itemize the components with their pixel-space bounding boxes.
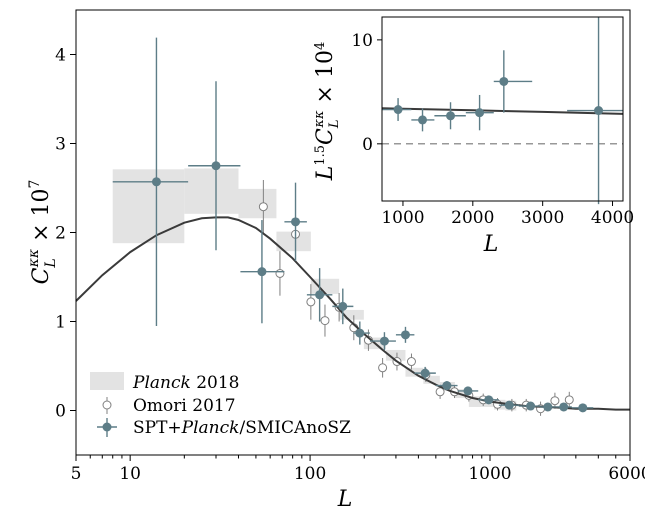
inset-spt-point xyxy=(446,111,455,120)
omori-point xyxy=(276,269,284,277)
y-tick-label: 3 xyxy=(55,135,66,155)
spt-point xyxy=(421,369,430,378)
spt-point xyxy=(526,402,535,411)
inset-spt-point xyxy=(475,108,484,117)
inset-y-ticks: 0 10 xyxy=(351,31,382,155)
inset-x-tick-label: 1000 xyxy=(381,208,424,228)
legend-spt-label: SPT+Planck/SMICAnoSZ xyxy=(133,418,351,438)
main-x-axis-label: L xyxy=(337,487,353,512)
omori-point xyxy=(407,358,415,366)
inset-spt-point xyxy=(594,106,603,115)
legend-omori-label: Omori 2017 xyxy=(133,396,236,416)
inset-y-axis-label: L1.5CLκκ × 104 xyxy=(312,42,342,182)
inset-x-ticks: 1000 2000 3000 4000 xyxy=(381,201,634,228)
y-tick-label: 4 xyxy=(55,46,66,66)
legend: Planck 2018 Omori 2017 SPT+Planck/SMICAn… xyxy=(90,372,351,438)
legend-omori-marker xyxy=(103,401,111,409)
inset-x-axis-label: L xyxy=(483,232,499,257)
inset-x-tick-label: 3000 xyxy=(521,208,564,228)
main-y-ticks: 0 1 2 3 4 xyxy=(55,46,76,422)
planck-2018-box xyxy=(184,168,238,213)
inset-x-tick-label: 4000 xyxy=(591,208,634,228)
inset-spt-point xyxy=(394,105,403,114)
spt-point xyxy=(559,402,568,411)
y-tick-label: 1 xyxy=(55,313,66,333)
spt-point xyxy=(463,386,472,395)
planck-2018-box xyxy=(113,169,185,243)
spt-point xyxy=(401,330,410,339)
x-tick-label: 5 xyxy=(71,464,82,484)
inset-y-tick-label: 10 xyxy=(351,31,373,51)
omori-point xyxy=(565,396,573,404)
y-tick-label: 2 xyxy=(55,224,66,244)
x-tick-label: 100 xyxy=(294,464,326,484)
omori-point xyxy=(307,298,315,306)
legend-planck-label: Planck 2018 xyxy=(132,373,239,393)
x-tick-label: 1000 xyxy=(468,464,511,484)
legend-spt-marker xyxy=(103,423,112,432)
inset-spt-point xyxy=(418,115,427,124)
spt-point xyxy=(543,402,552,411)
spt-point xyxy=(291,217,300,226)
spt-point xyxy=(257,267,266,276)
spt-point xyxy=(380,337,389,346)
inset-spt-point xyxy=(499,77,508,86)
omori-point xyxy=(321,317,329,325)
spt-point xyxy=(484,395,493,404)
spt-point xyxy=(338,302,347,311)
inset-x-tick-label: 2000 xyxy=(451,208,494,228)
spt-point xyxy=(505,401,514,410)
spt-point xyxy=(355,329,364,338)
y-tick-label: 0 xyxy=(55,402,66,422)
omori-point xyxy=(551,397,559,405)
spt-point xyxy=(442,381,451,390)
spt-point xyxy=(578,403,587,412)
main-y-axis-label: CLκκ × 107 xyxy=(26,180,59,285)
spt-point xyxy=(315,290,324,299)
inset-plot: 1000 2000 3000 4000 0 10 L L1.5CLκκ × 104 xyxy=(312,17,634,257)
inset-y-tick-label: 0 xyxy=(362,135,373,155)
x-tick-label: 10 xyxy=(119,464,141,484)
spt-point xyxy=(212,161,221,170)
omori-point xyxy=(259,203,267,211)
spt-point xyxy=(152,177,161,186)
legend-planck-swatch xyxy=(90,372,124,390)
omori-point xyxy=(379,364,387,372)
omori-point xyxy=(436,388,444,396)
planck-2018-box xyxy=(238,189,276,218)
